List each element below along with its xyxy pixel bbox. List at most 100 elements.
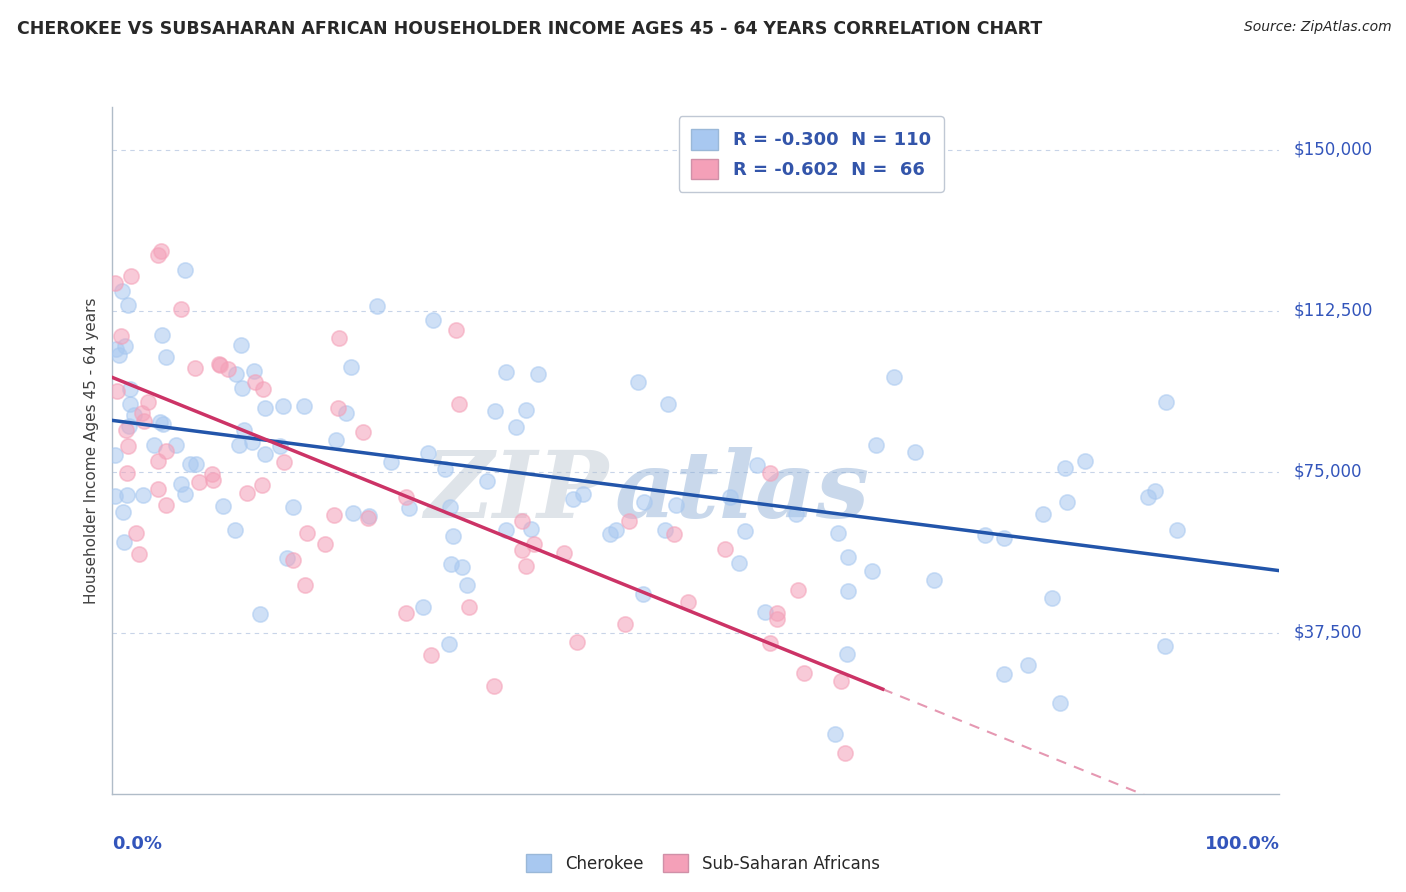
Point <box>114 339 136 353</box>
Point <box>104 489 127 503</box>
Point <box>664 498 686 512</box>
Point <box>449 397 471 411</box>
Point <box>785 507 807 521</box>
Point <box>456 578 478 592</box>
Point <box>676 594 699 608</box>
Point <box>758 636 780 650</box>
Point <box>117 467 139 481</box>
Point <box>276 550 298 565</box>
Point <box>112 535 135 549</box>
Point <box>328 330 350 344</box>
Point <box>356 511 378 525</box>
Point <box>475 474 498 488</box>
Point <box>104 342 127 356</box>
Point <box>209 358 232 372</box>
Point <box>252 382 274 396</box>
Point <box>252 478 274 492</box>
Point <box>860 564 883 578</box>
Point <box>340 359 363 374</box>
Text: $150,000: $150,000 <box>1294 141 1372 159</box>
Text: 0.0%: 0.0% <box>112 835 163 853</box>
Point <box>132 414 155 428</box>
Point <box>1154 395 1177 409</box>
Point <box>170 302 193 317</box>
Point <box>446 323 468 337</box>
Point <box>718 491 741 505</box>
Point <box>865 438 887 452</box>
Point <box>117 419 139 434</box>
Point <box>294 578 316 592</box>
Point <box>1056 494 1078 508</box>
Point <box>108 348 131 362</box>
Point <box>131 406 153 420</box>
Point <box>170 477 193 491</box>
Point <box>208 357 231 371</box>
Point <box>273 455 295 469</box>
Text: $75,000: $75,000 <box>1294 463 1362 481</box>
Point <box>728 556 751 570</box>
Point <box>120 397 142 411</box>
Point <box>111 505 134 519</box>
Point <box>457 600 479 615</box>
Point <box>323 508 346 523</box>
Point <box>1017 657 1039 672</box>
Text: Source: ZipAtlas.com: Source: ZipAtlas.com <box>1244 20 1392 34</box>
Point <box>115 423 138 437</box>
Point <box>993 531 1015 545</box>
Point <box>297 525 319 540</box>
Point <box>571 487 593 501</box>
Point <box>1166 523 1188 537</box>
Point <box>439 637 461 651</box>
Point <box>283 553 305 567</box>
Point <box>1053 460 1076 475</box>
Point <box>357 509 380 524</box>
Point <box>342 506 364 520</box>
Point <box>179 457 201 471</box>
Point <box>132 488 155 502</box>
Point <box>395 490 418 504</box>
Point <box>281 500 304 515</box>
Point <box>149 244 172 259</box>
Point <box>412 600 434 615</box>
Point <box>152 417 174 431</box>
Point <box>883 370 905 384</box>
Point <box>510 514 533 528</box>
Point <box>510 543 533 558</box>
Point <box>240 435 263 450</box>
Point <box>1032 508 1054 522</box>
Point <box>155 444 177 458</box>
Point <box>105 384 128 398</box>
Point <box>484 404 506 418</box>
Point <box>416 446 439 460</box>
Point <box>148 415 170 429</box>
Point <box>505 420 527 434</box>
Point <box>562 491 585 506</box>
Point <box>155 350 177 364</box>
Point <box>136 395 159 409</box>
Point <box>837 550 859 565</box>
Point <box>395 606 418 620</box>
Point <box>111 285 134 299</box>
Point <box>242 364 264 378</box>
Point <box>993 667 1015 681</box>
Point <box>249 607 271 621</box>
Point <box>519 522 541 536</box>
Point <box>1153 639 1175 653</box>
Point <box>273 399 295 413</box>
Point <box>439 500 461 515</box>
Point <box>120 383 142 397</box>
Point <box>120 268 142 283</box>
Point <box>793 666 815 681</box>
Point <box>165 438 187 452</box>
Point <box>827 526 849 541</box>
Point <box>759 467 782 481</box>
Point <box>734 524 756 538</box>
Point <box>654 524 676 538</box>
Point <box>117 298 139 312</box>
Point <box>451 559 474 574</box>
Point <box>122 409 145 423</box>
Point <box>633 587 655 601</box>
Point <box>830 673 852 688</box>
Point <box>243 376 266 390</box>
Point <box>1143 484 1166 499</box>
